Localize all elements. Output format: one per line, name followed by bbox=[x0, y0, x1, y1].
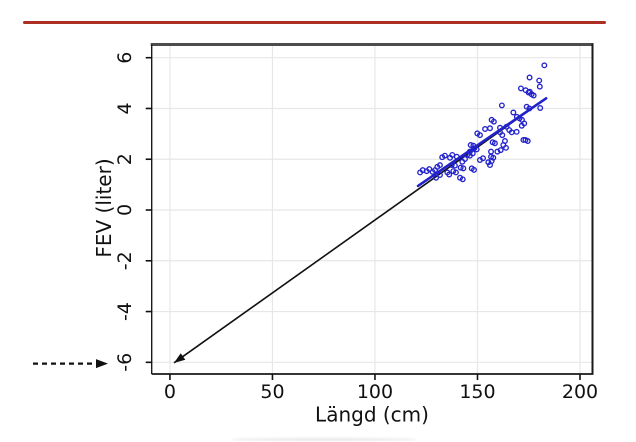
bottom-smudge bbox=[230, 438, 418, 441]
x-tick-label: 50 bbox=[260, 381, 284, 403]
data-point bbox=[476, 132, 483, 139]
data-point bbox=[499, 132, 506, 139]
y-tick-label: 0 bbox=[114, 204, 136, 216]
data-point bbox=[487, 125, 493, 132]
y-tick-label: -4 bbox=[114, 302, 136, 321]
data-point bbox=[503, 144, 509, 151]
data-point bbox=[439, 154, 446, 161]
data-point bbox=[537, 104, 544, 111]
data-point bbox=[436, 172, 443, 178]
y-tick-label: -6 bbox=[114, 353, 136, 372]
y-tick-label: 6 bbox=[114, 52, 136, 64]
axis-ticks bbox=[145, 56, 581, 380]
data-point bbox=[457, 164, 464, 171]
data-point bbox=[498, 102, 505, 109]
data-point bbox=[541, 62, 548, 69]
data-point bbox=[446, 171, 453, 178]
data-point bbox=[513, 128, 520, 135]
data-point bbox=[517, 85, 524, 92]
x-tick-labels: 0 50 100 150 200 bbox=[164, 381, 598, 403]
data-point bbox=[536, 77, 543, 84]
arrowhead bbox=[174, 353, 186, 363]
x-axis-title: Längd (cm) bbox=[315, 403, 429, 427]
x-tick-label: 100 bbox=[357, 381, 393, 403]
y-tick-labels: -6 -4 -2 0 2 4 6 bbox=[114, 52, 136, 372]
regression-segment bbox=[416, 97, 548, 188]
data-point bbox=[466, 152, 473, 159]
extrapolation-line bbox=[173, 97, 547, 364]
data-point bbox=[459, 158, 466, 165]
data-point bbox=[494, 148, 501, 155]
data-point bbox=[459, 176, 466, 183]
x-tick-label: 200 bbox=[562, 381, 598, 403]
regression-line bbox=[416, 97, 548, 188]
y-tick-label: 2 bbox=[114, 153, 136, 165]
data-point bbox=[518, 122, 525, 129]
data-point bbox=[530, 92, 537, 99]
arrowhead bbox=[96, 359, 108, 369]
data-point bbox=[491, 140, 498, 147]
x-tick-label: 0 bbox=[164, 381, 176, 403]
data-point bbox=[476, 157, 483, 163]
data-point bbox=[471, 166, 477, 173]
data-point bbox=[452, 169, 459, 176]
data-point bbox=[433, 174, 440, 181]
plot-border bbox=[150, 43, 594, 375]
data-point bbox=[482, 126, 489, 133]
top-rule bbox=[23, 20, 606, 25]
data-point bbox=[451, 162, 458, 169]
data-point bbox=[447, 154, 453, 161]
scatter-points bbox=[417, 62, 548, 183]
data-point bbox=[487, 162, 493, 169]
y-tick-label: -2 bbox=[114, 251, 136, 270]
y-tick-label: 4 bbox=[114, 102, 136, 114]
data-point bbox=[524, 137, 531, 144]
data-point bbox=[417, 169, 424, 176]
data-point bbox=[488, 148, 494, 155]
x-tick-label: 150 bbox=[459, 381, 495, 403]
data-point bbox=[526, 74, 533, 81]
data-point bbox=[510, 109, 517, 116]
data-point bbox=[536, 83, 543, 90]
y-axis-title: FEV (liter) bbox=[92, 158, 116, 257]
data-point bbox=[490, 118, 497, 125]
data-point bbox=[460, 165, 467, 172]
extrapolation-arrow bbox=[173, 97, 547, 364]
data-point bbox=[467, 142, 474, 149]
gridlines bbox=[151, 44, 593, 374]
dashed-arrow bbox=[33, 359, 108, 369]
